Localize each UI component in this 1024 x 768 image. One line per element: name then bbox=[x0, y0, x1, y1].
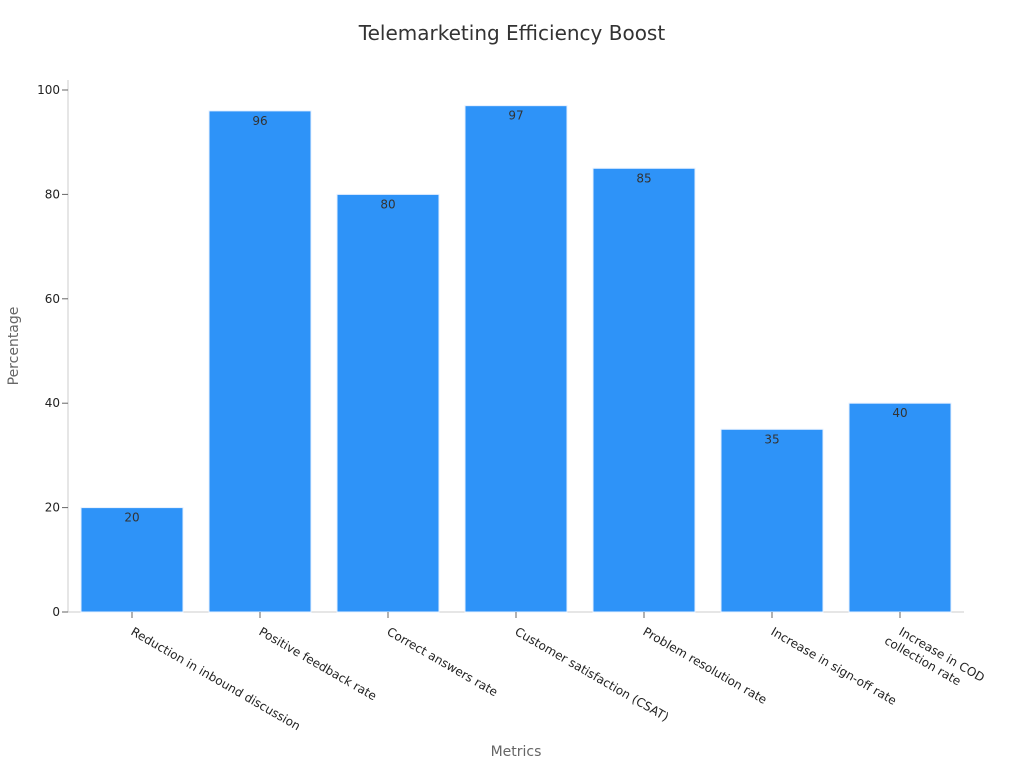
bar bbox=[848, 402, 952, 613]
bars-group: 20 96 80 97 85 35 40 bbox=[80, 105, 952, 613]
bar bbox=[720, 428, 824, 613]
bar-value-label: 96 bbox=[252, 114, 267, 128]
chart-title: Telemarketing Efficiency Boost bbox=[358, 21, 666, 45]
y-tick-label: 80 bbox=[45, 187, 60, 201]
y-tick-label: 20 bbox=[45, 501, 60, 515]
y-tick-label: 0 bbox=[52, 605, 60, 619]
bar-value-label: 97 bbox=[508, 109, 523, 123]
bar bbox=[336, 193, 440, 613]
bar bbox=[80, 507, 184, 613]
x-category-label: Problem resolution rate bbox=[641, 624, 770, 706]
x-category-label: Increase in sign-off rate bbox=[769, 624, 899, 707]
y-axis-title: Percentage bbox=[6, 307, 22, 386]
bar bbox=[592, 167, 696, 613]
x-category-label: Positive feedback rate bbox=[257, 624, 380, 703]
bar-value-label: 40 bbox=[892, 406, 907, 420]
bar bbox=[464, 105, 568, 613]
y-tick-label: 60 bbox=[45, 292, 60, 306]
x-axis-title: Metrics bbox=[491, 744, 542, 760]
bar-value-label: 20 bbox=[124, 511, 139, 525]
bar-value-label: 85 bbox=[636, 171, 651, 185]
bar bbox=[208, 110, 312, 613]
y-tick-label: 100 bbox=[37, 83, 60, 97]
x-category-label: Correct answers rate bbox=[385, 624, 501, 699]
bar-value-label: 80 bbox=[380, 197, 395, 211]
x-category-label: Increase in CODcollection rate bbox=[882, 620, 987, 697]
x-axis-ticks: Reduction in inbound discussionPositive … bbox=[129, 612, 987, 733]
y-axis-ticks: 0 20 40 60 80 100 bbox=[37, 83, 68, 619]
bar-value-label: 35 bbox=[764, 432, 779, 446]
y-tick-label: 40 bbox=[45, 396, 60, 410]
